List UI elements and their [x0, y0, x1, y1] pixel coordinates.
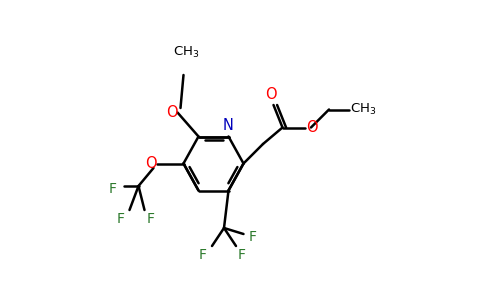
Text: O: O: [166, 105, 178, 120]
Text: N: N: [223, 118, 234, 134]
Text: F: F: [147, 212, 154, 226]
Text: F: F: [238, 248, 246, 262]
Text: O: O: [306, 120, 318, 135]
Text: O: O: [145, 156, 156, 171]
Text: F: F: [108, 182, 116, 196]
Text: CH$_3$: CH$_3$: [173, 45, 200, 60]
Text: CH$_3$: CH$_3$: [350, 102, 377, 117]
Text: F: F: [199, 248, 207, 262]
Text: F: F: [248, 230, 257, 244]
Text: F: F: [117, 212, 124, 226]
Text: O: O: [265, 87, 276, 102]
